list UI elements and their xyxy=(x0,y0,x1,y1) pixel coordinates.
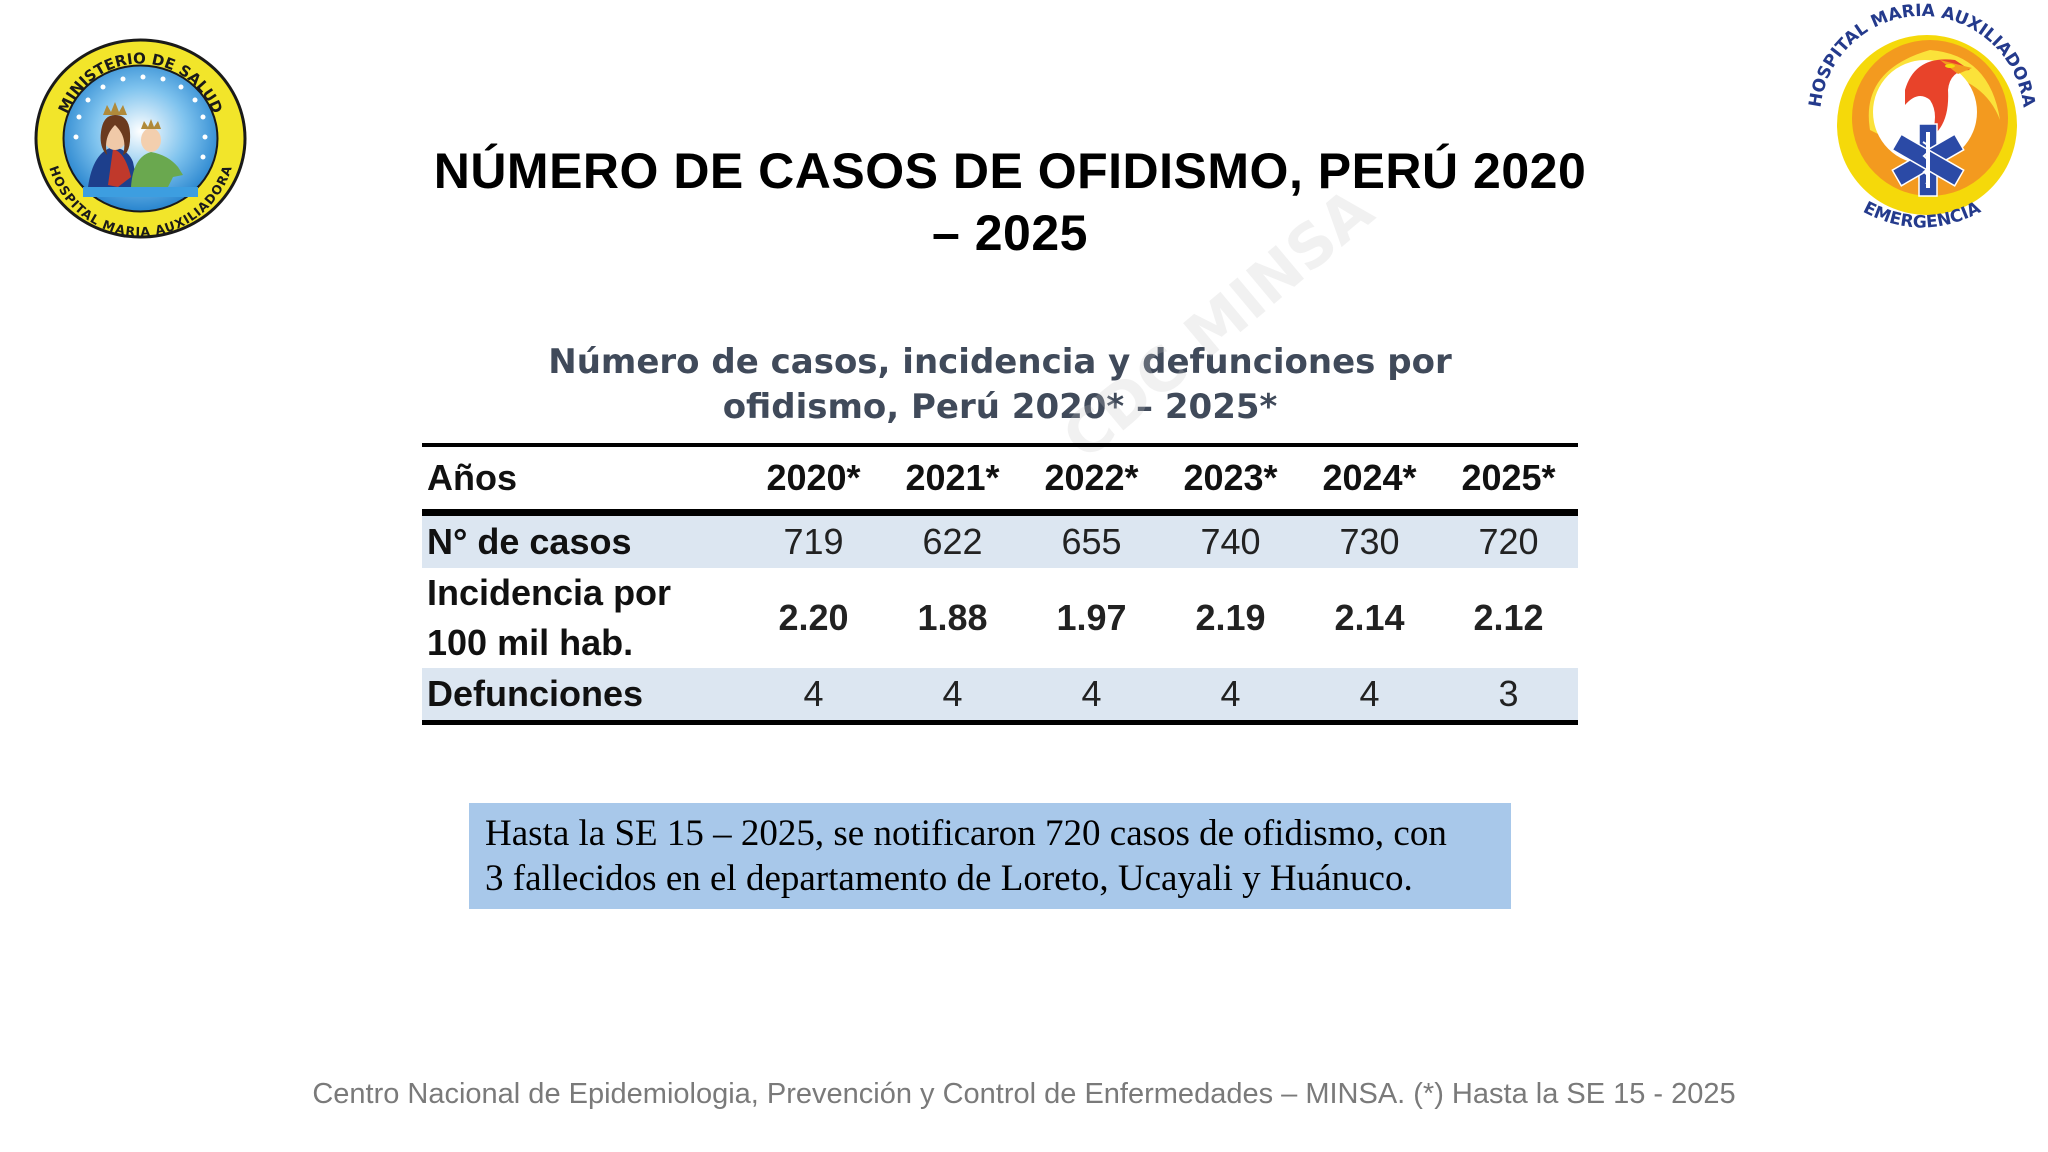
table-caption-line-1: Número de casos, incidencia y defuncione… xyxy=(548,342,1452,382)
header-cell-2023: 2023* xyxy=(1183,457,1278,498)
header-cell-2025: 2025* xyxy=(1461,457,1556,498)
phoenix-star-of-life-icon: HOSPITAL MARIA AUXILIADORA EMERGENCIA xyxy=(1805,1,2038,233)
header-cell-2020: 2020* xyxy=(766,457,861,498)
summary-note-line-2: 3 fallecidos en el departamento de Loret… xyxy=(485,858,1413,899)
slide-title-line-2: – 2025 xyxy=(932,205,1088,261)
cell-deaths-2025: 3 xyxy=(1498,673,1519,714)
cell-deaths-2020: 4 xyxy=(803,673,824,714)
cell-incidence-2020: 2.20 xyxy=(778,597,849,638)
cell-cases-2023: 740 xyxy=(1200,521,1261,562)
header-cell-2021: 2021* xyxy=(905,457,1000,498)
row-label-incidence: Incidencia por 100 mil hab. xyxy=(422,568,744,668)
source-footer: Centro Nacional de Epidemiologia, Preven… xyxy=(312,1078,1736,1110)
row-label-incidence-line-2: 100 mil hab. xyxy=(427,622,634,663)
cell-incidence-2023: 2.19 xyxy=(1195,597,1266,638)
slide-title-line-1: NÚMERO DE CASOS DE OFIDISMO, PERÚ 2020 xyxy=(433,143,1587,199)
table-row-cases: N° de casos 719 622 655 740 730 720 xyxy=(422,512,1578,568)
hospital-emergencia-logo: HOSPITAL MARIA AUXILIADORA EMERGENCIA xyxy=(1800,0,2045,245)
header-cell-2022: 2022* xyxy=(1044,457,1139,498)
cell-cases-2020: 719 xyxy=(783,521,844,562)
seal-emblem-icon: MINISTERIO DE SALUD HOSPITAL MARIA AUXIL… xyxy=(34,38,247,239)
cell-incidence-2021: 1.88 xyxy=(917,597,988,638)
cell-deaths-2021: 4 xyxy=(942,673,963,714)
cell-cases-2024: 730 xyxy=(1339,521,1400,562)
table-row-incidence: Incidencia por 100 mil hab. 2.20 1.88 1.… xyxy=(422,568,1578,668)
ofidismo-data-table: Años 2020* 2021* 2022* 2023* 2024* 2025*… xyxy=(422,443,1578,725)
cell-incidence-2024: 2.14 xyxy=(1334,597,1405,638)
slide-title: NÚMERO DE CASOS DE OFIDISMO, PERÚ 2020 –… xyxy=(380,140,1640,264)
cell-cases-2025: 720 xyxy=(1478,521,1539,562)
cell-deaths-2022: 4 xyxy=(1081,673,1102,714)
cell-incidence-2025: 2.12 xyxy=(1473,597,1544,638)
row-label-incidence-line-1: Incidencia por xyxy=(427,572,672,613)
row-label-cases: N° de casos xyxy=(427,521,632,562)
ministerio-salud-logo: MINISTERIO DE SALUD HOSPITAL MARIA AUXIL… xyxy=(33,37,248,240)
cell-cases-2021: 622 xyxy=(922,521,983,562)
header-cell-years-label: Años xyxy=(427,457,517,498)
summary-note-box: Hasta la SE 15 – 2025, se notificaron 72… xyxy=(469,803,1511,909)
table-header-row: Años 2020* 2021* 2022* 2023* 2024* 2025* xyxy=(422,445,1578,513)
row-label-deaths: Defunciones xyxy=(427,673,644,714)
cell-cases-2022: 655 xyxy=(1061,521,1122,562)
header-cell-2024: 2024* xyxy=(1322,457,1417,498)
table-row-deaths: Defunciones 4 4 4 4 4 3 xyxy=(422,668,1578,723)
summary-note-line-1: Hasta la SE 15 – 2025, se notificaron 72… xyxy=(485,813,1447,854)
table-caption-line-2: ofidismo, Perú 2020* – 2025* xyxy=(722,387,1278,427)
cell-deaths-2024: 4 xyxy=(1359,673,1380,714)
cell-incidence-2022: 1.97 xyxy=(1056,597,1127,638)
table-caption: Número de casos, incidencia y defuncione… xyxy=(422,340,1578,430)
cell-deaths-2023: 4 xyxy=(1220,673,1241,714)
